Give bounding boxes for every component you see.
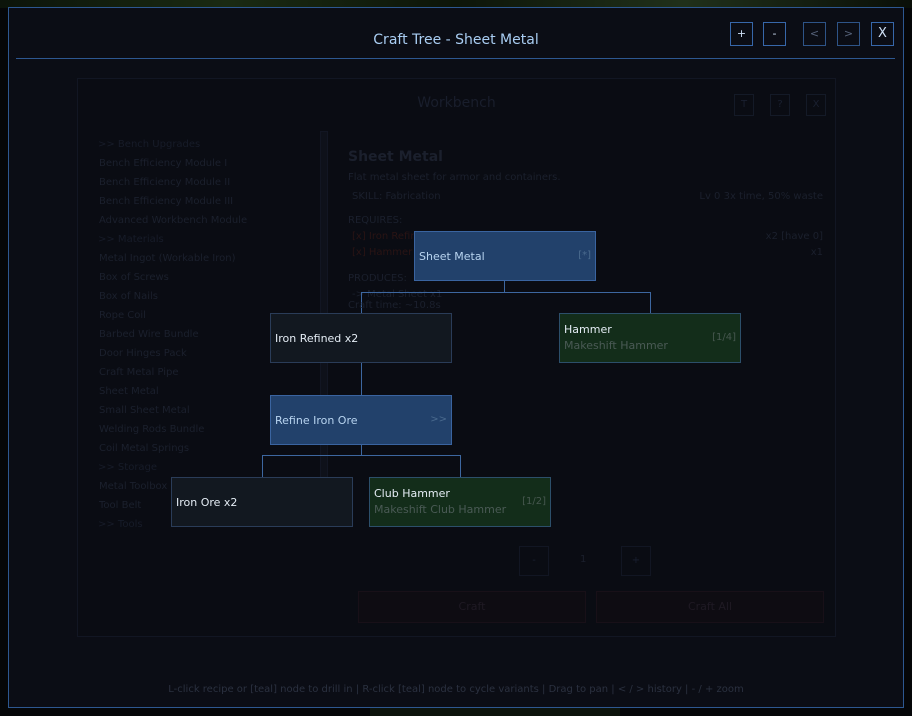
recipe-list-item: Rope Coil xyxy=(99,310,146,321)
game-background xyxy=(0,0,912,8)
workbench-help-button: ? xyxy=(770,94,790,116)
requires-item: [x] Hammer xyxy=(352,247,413,258)
node-name: Club Hammer xyxy=(374,487,450,500)
workbench-title: Workbench xyxy=(417,95,496,111)
recipe-list-item: Sheet Metal xyxy=(99,386,159,397)
connector xyxy=(361,362,362,396)
requires-item: [x] Iron Refined xyxy=(352,231,430,242)
workbench-panel-background: Workbench T ? X >> Bench Upgrades Bench E… xyxy=(77,78,836,637)
node-refine-iron-ore[interactable]: Refine Iron Ore >> xyxy=(270,395,452,445)
connector xyxy=(262,455,461,456)
recipe-list-item: Bench Efficiency Module I xyxy=(99,158,228,169)
detail-description: Flat metal sheet for armor and container… xyxy=(348,172,561,183)
craft-button: Craft xyxy=(358,591,586,623)
node-name: Sheet Metal xyxy=(419,250,485,263)
connector xyxy=(262,455,263,477)
recipe-list-item: Metal Toolbox xyxy=(99,481,168,492)
connector xyxy=(361,292,362,314)
recipe-list-item: >> Bench Upgrades xyxy=(98,139,201,150)
connector xyxy=(361,444,362,456)
craft-time: Craft time: ~10.8s xyxy=(348,300,441,311)
history-forward-button[interactable]: > xyxy=(837,22,860,46)
requires-label: REQUIRES: xyxy=(348,215,403,226)
node-name: Iron Ore x2 xyxy=(176,496,238,509)
node-sheet-metal[interactable]: Sheet Metal [*] xyxy=(414,231,596,281)
recipe-list-item: Metal Ingot (Workable Iron) xyxy=(99,253,236,264)
recipe-list-item: Welding Rods Bundle xyxy=(99,424,205,435)
qty-plus-button: + xyxy=(621,546,651,576)
help-footer: L-click recipe or [teal] node to drill i… xyxy=(168,684,744,695)
qty-value: 1 xyxy=(580,554,587,565)
variant-counter: [1/2] xyxy=(522,496,546,507)
node-iron-refined[interactable]: Iron Refined x2 xyxy=(270,313,452,363)
produces-item: -> Metal Sheet x1 xyxy=(352,289,443,300)
node-hammer[interactable]: Hammer Makeshift Hammer [1/4] xyxy=(559,313,741,363)
recipe-list-item: Door Hinges Pack xyxy=(99,348,187,359)
recipe-list-item: >> Tools xyxy=(98,519,143,530)
window-title: Craft Tree - Sheet Metal xyxy=(373,32,539,48)
recipe-list-item: Small Sheet Metal xyxy=(99,405,190,416)
recipe-list-item: Craft Metal Pipe xyxy=(99,367,179,378)
produces-label: PRODUCES: xyxy=(348,273,407,284)
requires-qty: x1 xyxy=(810,247,823,258)
recipe-list-item: Coil Metal Springs xyxy=(99,443,190,454)
recipe-list-item: Barbed Wire Bundle xyxy=(99,329,199,340)
recipe-list-item: Box of Nails xyxy=(99,291,158,302)
qty-minus-button: - xyxy=(519,546,549,576)
detail-skill-info: Lv 0 3x time, 50% waste xyxy=(699,191,823,202)
recipe-list-item: Bench Efficiency Module II xyxy=(99,177,231,188)
header-divider xyxy=(16,58,895,59)
node-club-hammer[interactable]: Club Hammer Makeshift Club Hammer [1/2] xyxy=(369,477,551,527)
connector xyxy=(460,455,461,477)
node-name: Iron Refined x2 xyxy=(275,332,359,345)
connector xyxy=(361,292,651,293)
node-variant: Makeshift Hammer xyxy=(564,339,668,352)
history-back-button[interactable]: < xyxy=(803,22,826,46)
node-iron-ore[interactable]: Iron Ore x2 xyxy=(171,477,353,527)
recipe-list-item: Box of Screws xyxy=(99,272,169,283)
requires-qty: x2 [have 0] xyxy=(765,231,823,242)
node-name: Refine Iron Ore xyxy=(275,414,358,427)
connector xyxy=(650,292,651,314)
node-tag: [*] xyxy=(578,250,591,261)
detail-skill: SKILL: Fabrication xyxy=(352,191,441,202)
close-button[interactable]: X xyxy=(871,22,894,46)
node-name: Hammer xyxy=(564,323,612,336)
game-background-bottom xyxy=(370,708,620,716)
variant-counter: [1/4] xyxy=(712,332,736,343)
workbench-t-button: T xyxy=(734,94,754,116)
workbench-close-button: X xyxy=(806,94,826,116)
connector xyxy=(504,280,505,293)
recipe-list-item: Advanced Workbench Module xyxy=(99,215,248,226)
detail-name: Sheet Metal xyxy=(348,149,443,165)
recipe-list-item: Bench Efficiency Module III xyxy=(99,196,234,207)
craft-all-button: Craft All xyxy=(596,591,824,623)
craft-tree-window: Workbench T ? X >> Bench Upgrades Bench E… xyxy=(8,7,904,708)
zoom-in-button[interactable]: + xyxy=(730,22,753,46)
recipe-list-item: Tool Belt xyxy=(99,500,142,511)
node-variant: Makeshift Club Hammer xyxy=(374,503,507,516)
zoom-out-button[interactable]: - xyxy=(763,22,786,46)
drill-in-icon: >> xyxy=(430,414,447,425)
recipe-list-item: >> Materials xyxy=(98,234,164,245)
recipe-list-item: >> Storage xyxy=(98,462,158,473)
